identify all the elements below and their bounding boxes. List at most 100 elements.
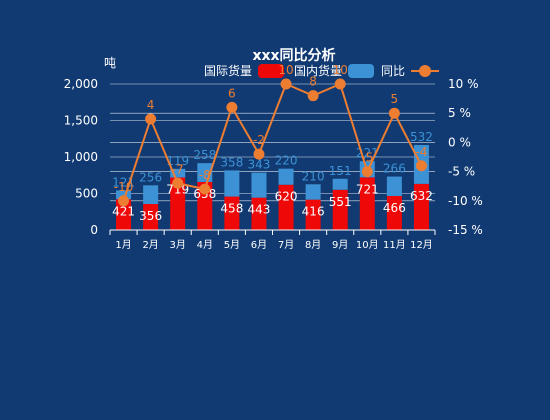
yoy-line-series: -10 4 -7 -8 6 -2 10 8 10 -5 5 -4: [114, 63, 427, 207]
x-tick-label: 8月: [305, 239, 321, 251]
x-tick-label: 1月: [115, 239, 131, 251]
yoy-point-label: 10: [278, 63, 293, 77]
yoy-point: [307, 90, 319, 102]
legend-swatch: [348, 64, 375, 78]
bar-domestic: [386, 176, 402, 196]
bar-label-domestic: 343: [248, 158, 271, 172]
x-tick-label: 2月: [142, 239, 158, 251]
legend-swatch-marker: [419, 65, 432, 77]
yoy-point: [361, 166, 373, 178]
y-right-tick-label: 0 %: [448, 135, 471, 149]
legend-label: 国内货量: [294, 63, 342, 78]
x-tick-label: 9月: [332, 239, 348, 251]
bar-international: [359, 177, 375, 230]
bar-international: [305, 199, 321, 230]
yoy-point-label: 10: [333, 63, 348, 77]
yoy-point: [415, 160, 427, 172]
bar-international: [251, 197, 267, 230]
bar-label-international: 620: [275, 190, 298, 204]
bar-label-international: 356: [139, 209, 162, 223]
yoy-point: [199, 183, 211, 195]
x-tick-label: 7月: [278, 239, 294, 251]
legend-label: 同比: [381, 64, 405, 78]
x-tick-label: 4月: [197, 239, 213, 251]
bar-label-international: 632: [410, 189, 433, 203]
bar-domestic: [305, 184, 321, 200]
bar-label-international: 721: [356, 182, 379, 196]
bar-label-international: 458: [220, 202, 243, 216]
yoy-point-label: -10: [114, 180, 134, 194]
bar-label-domestic: 532: [410, 130, 433, 144]
legend-label: 国际货量: [204, 63, 252, 78]
yoy-point: [172, 177, 184, 189]
bar-label-domestic: 358: [220, 155, 243, 169]
bar-label-international: 466: [383, 201, 406, 215]
bar-international: [197, 181, 213, 230]
bar-label-domestic: 258: [193, 148, 216, 162]
yoy-point: [253, 148, 265, 160]
legend-item[interactable]: 国内货量: [294, 63, 375, 78]
x-tick-label: 12月: [410, 239, 433, 251]
bar-international: [278, 184, 294, 230]
legend-swatch: [258, 64, 285, 78]
bar-label-domestic: 151: [329, 164, 352, 178]
legend[interactable]: 国际货量 国内货量 同比: [204, 63, 440, 78]
bar-label-domestic: 220: [275, 154, 298, 168]
yoy-point-label: 4: [147, 98, 155, 112]
yoy-point-label: 5: [391, 92, 399, 106]
y-right-tick-label: 10 %: [448, 77, 479, 91]
y-left-tick-label: 1,500: [64, 114, 98, 128]
bar-labels: 4211213562567191196582584583584433436202…: [112, 130, 433, 223]
bar-label-international: 551: [329, 195, 352, 209]
y-left-axis: 0 500 1,000 1,500 2,000: [64, 77, 98, 237]
bar-domestic: [278, 168, 294, 185]
chart-title: xxx同比分析: [252, 47, 335, 64]
yoy-line-path: [122, 82, 423, 202]
bar-international: [170, 177, 186, 230]
yoy-point-label: -4: [415, 145, 427, 159]
bar-international: [332, 189, 348, 230]
x-tick-label: 6月: [251, 239, 267, 251]
bar-label-domestic: 119: [166, 154, 189, 168]
legend-item[interactable]: 同比: [381, 64, 440, 78]
bar-international: [386, 195, 402, 230]
bars: [116, 145, 429, 230]
x-tick-label: 10月: [356, 239, 379, 251]
bar-international: [116, 199, 132, 230]
yoy-point: [388, 107, 400, 119]
bar-domestic: [224, 170, 240, 197]
yoy-point-label: -8: [199, 168, 211, 182]
bar-label-domestic: 266: [383, 162, 406, 176]
y-left-tick-label: 1,000: [64, 150, 98, 164]
bar-domestic: [116, 190, 132, 200]
y-right-tick-label: -5 %: [448, 165, 475, 179]
yoy-point: [226, 101, 238, 113]
x-axis: 1月 2月 3月 4月 5月 6月 7月 8月 9月 10月 11月 12月: [109, 229, 436, 251]
x-tick-label: 5月: [224, 239, 240, 251]
bar-domestic: [170, 168, 186, 178]
bar-label-domestic: 256: [139, 170, 162, 184]
bar-domestic: [332, 178, 348, 190]
yoy-point-label: -2: [253, 133, 265, 147]
bar-domestic: [143, 185, 159, 205]
yoy-point-label: -5: [361, 151, 373, 165]
bar-domestic: [251, 172, 267, 198]
x-tick-label: 11月: [383, 239, 406, 251]
bar-label-international: 416: [302, 205, 325, 219]
yoy-point-label: -7: [172, 162, 184, 176]
y-left-tick-label: 2,000: [64, 77, 98, 91]
y-right-tick-label: -15 %: [448, 223, 483, 237]
y-right-axis: -15 % -10 % -5 % 0 % 5 % 10 %: [448, 77, 483, 237]
y-left-unit-label: 吨: [104, 56, 116, 70]
bar-international: [143, 204, 159, 230]
yoy-point: [280, 78, 292, 90]
bar-label-international: 443: [248, 203, 271, 217]
x-tick-label: 3月: [170, 239, 186, 251]
bar-international: [224, 196, 240, 230]
y-left-tick-label: 500: [75, 187, 98, 201]
legend-item[interactable]: 国际货量: [204, 63, 285, 78]
yoy-point: [118, 195, 130, 207]
bar-label-international: 421: [112, 204, 135, 218]
